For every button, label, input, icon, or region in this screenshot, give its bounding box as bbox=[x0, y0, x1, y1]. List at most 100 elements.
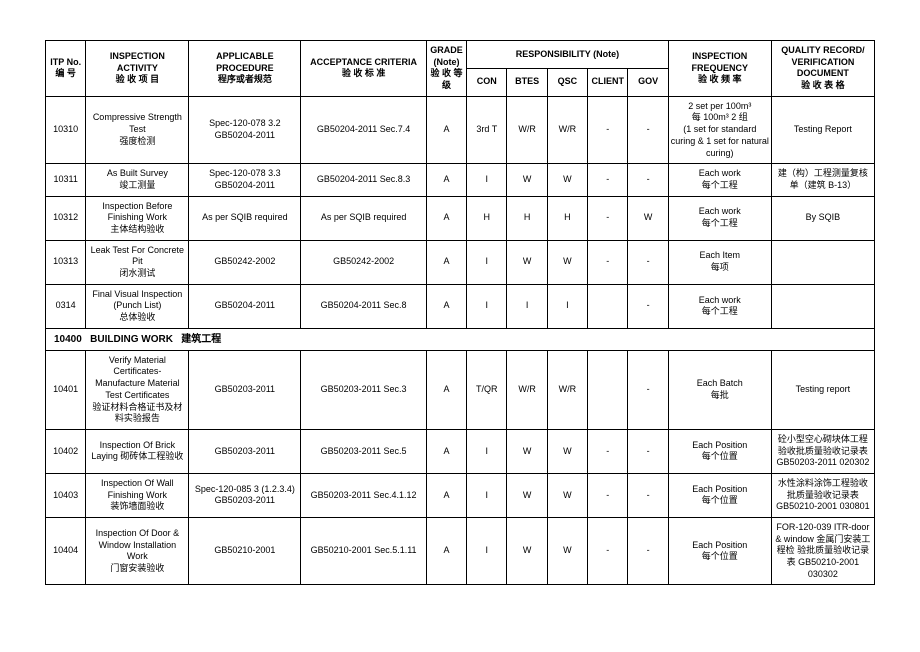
cell-document: Testing report bbox=[771, 350, 874, 429]
cell-activity: Inspection Of Brick Laying 砌砖体工程验收 bbox=[86, 429, 189, 473]
header-activity-en: INSPECTION ACTIVITY bbox=[110, 51, 165, 73]
cell-qsc: W bbox=[547, 473, 587, 517]
cell-no: 10311 bbox=[46, 164, 86, 196]
cell-no: 10401 bbox=[46, 350, 86, 429]
cell-con: I bbox=[467, 240, 507, 284]
cell-document: Testing Report bbox=[771, 96, 874, 163]
header-document: QUALITY RECORD/ VERIFICATION DOCUMENT 验 … bbox=[771, 41, 874, 97]
cell-client: - bbox=[588, 429, 628, 473]
inspection-table: ITP No. 编 号 INSPECTION ACTIVITY 验 收 项 目 … bbox=[45, 40, 875, 585]
cell-btes: W bbox=[507, 473, 547, 517]
cell-grade: A bbox=[426, 429, 466, 473]
cell-frequency: Each Position每个位置 bbox=[668, 518, 771, 585]
header-responsibility: RESPONSIBILITY (Note) bbox=[467, 41, 669, 69]
cell-criteria: GB50204-2011 Sec.8 bbox=[301, 284, 426, 328]
cell-criteria: GB50203-2011 Sec.4.1.12 bbox=[301, 473, 426, 517]
table-row: 0314Final Visual Inspection (Punch List)… bbox=[46, 284, 875, 328]
header-qsc: QSC bbox=[547, 68, 587, 96]
cell-gov: - bbox=[628, 350, 668, 429]
cell-qsc: W/R bbox=[547, 350, 587, 429]
cell-criteria: GB50204-2011 Sec.7.4 bbox=[301, 96, 426, 163]
cell-grade: A bbox=[426, 196, 466, 240]
cell-grade: A bbox=[426, 518, 466, 585]
header-client: CLIENT bbox=[588, 68, 628, 96]
cell-no: 10312 bbox=[46, 196, 86, 240]
cell-gov: - bbox=[628, 240, 668, 284]
cell-grade: A bbox=[426, 284, 466, 328]
header-procedure-en: APPLICABLE PROCEDURE bbox=[216, 51, 274, 73]
cell-client bbox=[588, 350, 628, 429]
cell-document bbox=[771, 284, 874, 328]
header-activity: INSPECTION ACTIVITY 验 收 项 目 bbox=[86, 41, 189, 97]
cell-client: - bbox=[588, 196, 628, 240]
cell-criteria: GB50203-2011 Sec.5 bbox=[301, 429, 426, 473]
cell-criteria: As per SQIB required bbox=[301, 196, 426, 240]
cell-activity: Inspection Before Finishing Work主体结构验收 bbox=[86, 196, 189, 240]
cell-btes: W bbox=[507, 518, 547, 585]
cell-frequency: Each work每个工程 bbox=[668, 284, 771, 328]
table-row: 10312Inspection Before Finishing Work主体结… bbox=[46, 196, 875, 240]
cell-document: FOR-120-039 ITR-door & window 金属门安装工程检 验… bbox=[771, 518, 874, 585]
cell-no: 10310 bbox=[46, 96, 86, 163]
cell-qsc: I bbox=[547, 284, 587, 328]
cell-qsc: W bbox=[547, 429, 587, 473]
header-document-cn: 验 收 表 格 bbox=[801, 80, 845, 90]
cell-document: 水性涂料涂饰工程验收批质量验收记录表 GB50210-2001 030801 bbox=[771, 473, 874, 517]
section-title: 10400 BUILDING WORK 建筑工程 bbox=[46, 328, 875, 350]
cell-frequency: Each work每个工程 bbox=[668, 164, 771, 196]
cell-activity: Compressive Strength Test强度检测 bbox=[86, 96, 189, 163]
header-grade: GRADE (Note) 验 收 等 级 bbox=[426, 41, 466, 97]
header-row-1: ITP No. 编 号 INSPECTION ACTIVITY 验 收 项 目 … bbox=[46, 41, 875, 69]
cell-document bbox=[771, 240, 874, 284]
header-frequency-cn: 验 收 频 率 bbox=[698, 74, 742, 84]
header-activity-cn: 验 收 项 目 bbox=[116, 74, 160, 84]
cell-gov: - bbox=[628, 473, 668, 517]
header-document-en: QUALITY RECORD/ VERIFICATION DOCUMENT bbox=[781, 45, 864, 78]
cell-btes: I bbox=[507, 284, 547, 328]
cell-document: By SQIB bbox=[771, 196, 874, 240]
header-con: CON bbox=[467, 68, 507, 96]
cell-client: - bbox=[588, 518, 628, 585]
header-procedure: APPLICABLE PROCEDURE 程序或者规范 bbox=[189, 41, 301, 97]
table-row: 10404Inspection Of Door & Window Install… bbox=[46, 518, 875, 585]
header-grade-en: GRADE (Note) bbox=[430, 45, 463, 67]
cell-con: I bbox=[467, 284, 507, 328]
cell-btes: H bbox=[507, 196, 547, 240]
cell-procedure: GB50204-2011 bbox=[189, 284, 301, 328]
cell-activity: Verify Material Certificates- Manufactur… bbox=[86, 350, 189, 429]
cell-activity: Final Visual Inspection (Punch List)总体验收 bbox=[86, 284, 189, 328]
cell-grade: A bbox=[426, 240, 466, 284]
header-itp-no-en: ITP No. bbox=[50, 57, 81, 67]
cell-client: - bbox=[588, 473, 628, 517]
cell-gov: - bbox=[628, 284, 668, 328]
header-grade-cn: 验 收 等 级 bbox=[430, 68, 462, 90]
table-body: 10310Compressive Strength Test强度检测 Spec-1… bbox=[46, 96, 875, 585]
header-frequency-en: INSPECTION FREQUENCY bbox=[692, 51, 749, 73]
header-criteria-cn: 验 收 标 准 bbox=[342, 68, 386, 78]
cell-con: I bbox=[467, 164, 507, 196]
cell-btes: W bbox=[507, 240, 547, 284]
header-frequency: INSPECTION FREQUENCY 验 收 频 率 bbox=[668, 41, 771, 97]
cell-procedure: Spec-120-085 3 (1.2.3.4)GB50203-2011 bbox=[189, 473, 301, 517]
cell-frequency: Each Item每项 bbox=[668, 240, 771, 284]
cell-frequency: Each Position每个位置 bbox=[668, 429, 771, 473]
cell-criteria: GB50204-2011 Sec.8.3 bbox=[301, 164, 426, 196]
cell-no: 10404 bbox=[46, 518, 86, 585]
cell-no: 0314 bbox=[46, 284, 86, 328]
cell-no: 10403 bbox=[46, 473, 86, 517]
cell-activity: Leak Test For Concrete Pit闭水测试 bbox=[86, 240, 189, 284]
table-row: 10310Compressive Strength Test强度检测Spec-1… bbox=[46, 96, 875, 163]
cell-con: 3rd T bbox=[467, 96, 507, 163]
cell-grade: A bbox=[426, 473, 466, 517]
cell-grade: A bbox=[426, 350, 466, 429]
header-gov: GOV bbox=[628, 68, 668, 96]
cell-btes: W/R bbox=[507, 350, 547, 429]
cell-client: - bbox=[588, 96, 628, 163]
cell-criteria: GB50210-2001 Sec.5.1.11 bbox=[301, 518, 426, 585]
cell-btes: W/R bbox=[507, 96, 547, 163]
section-row: 10400 BUILDING WORK 建筑工程 bbox=[46, 328, 875, 350]
cell-con: H bbox=[467, 196, 507, 240]
header-itp-no: ITP No. 编 号 bbox=[46, 41, 86, 97]
cell-gov: - bbox=[628, 96, 668, 163]
cell-qsc: H bbox=[547, 196, 587, 240]
